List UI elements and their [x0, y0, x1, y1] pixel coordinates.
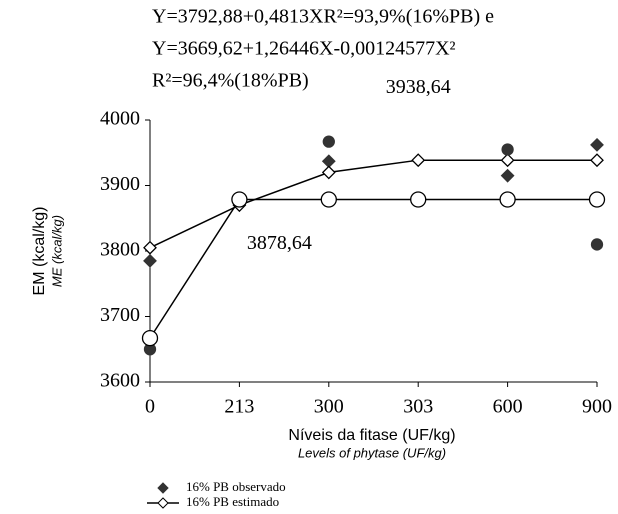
point: [590, 137, 604, 152]
x-tick-label: 600: [493, 396, 523, 418]
annotation: 3878,64: [247, 232, 312, 254]
x-tick-label: 900: [582, 396, 612, 418]
x-tick-label: 213: [224, 396, 254, 418]
point: [590, 238, 604, 251]
y-axis-label-en: ME (kcal/kg): [49, 215, 64, 287]
y-tick-label: 4000: [100, 108, 140, 130]
y-tick-label: 3900: [100, 173, 140, 195]
x-tick-label: 0: [145, 396, 155, 418]
x-tick-label: 303: [403, 396, 433, 418]
title-line: Y=3669,62+1,26446X-0,00124577X²: [152, 38, 456, 60]
point: [141, 329, 159, 347]
point: [320, 191, 337, 208]
y-tick-label: 3800: [100, 239, 140, 261]
point: [410, 191, 427, 208]
point: [501, 143, 514, 156]
annotation: 3938,64: [386, 76, 451, 98]
legend-label: 16% PB estimado: [186, 494, 279, 509]
title-line: R²=96,4%(18%PB): [152, 70, 309, 92]
point: [590, 153, 604, 168]
legend-marker: [157, 482, 169, 494]
title-line: Y=3792,88+0,4813XR²=93,9%(16%PB) e: [152, 6, 494, 28]
point: [143, 240, 157, 255]
x-axis-label: Níveis da fitase (UF/kg): [288, 427, 455, 444]
point: [322, 135, 335, 148]
point: [588, 191, 606, 208]
x-axis-label-en: Levels of phytase (UF/kg): [298, 445, 446, 460]
point: [411, 153, 426, 168]
y-axis-label: EM (kcal/kg): [31, 207, 48, 296]
x-tick-label: 300: [314, 396, 344, 418]
legend-marker: [157, 497, 169, 509]
point: [231, 191, 248, 208]
point: [321, 154, 336, 169]
point: [500, 168, 515, 183]
point: [321, 165, 336, 180]
series-line: [149, 159, 597, 249]
point: [499, 191, 516, 208]
y-tick-label: 3600: [100, 370, 140, 392]
legend-label: 16% PB observado: [186, 479, 286, 494]
point: [500, 153, 515, 168]
y-tick-label: 3700: [100, 304, 140, 326]
point: [143, 253, 157, 268]
series-line: [149, 198, 597, 339]
